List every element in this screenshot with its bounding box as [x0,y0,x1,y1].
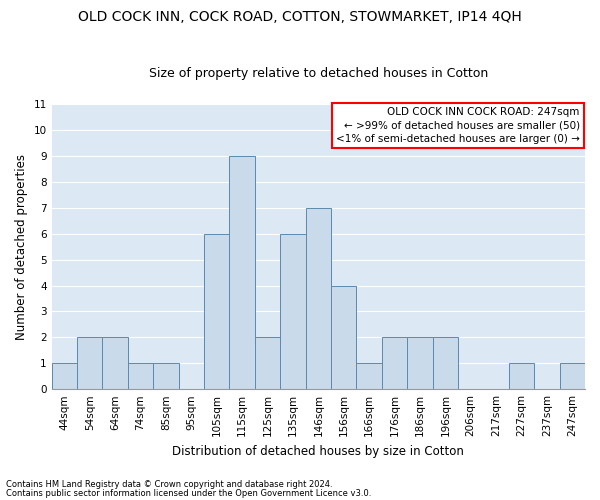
Bar [509,364,534,389]
Text: OLD COCK INN COCK ROAD: 247sqm
← >99% of detached houses are smaller (50)
<1% of: OLD COCK INN COCK ROAD: 247sqm ← >99% of… [336,107,580,144]
Bar [433,338,458,389]
Bar [204,234,229,389]
Bar [255,338,280,389]
Bar [52,364,77,389]
Bar [280,234,305,389]
Bar [153,364,179,389]
Bar [103,338,128,389]
Bar [356,364,382,389]
X-axis label: Distribution of detached houses by size in Cotton: Distribution of detached houses by size … [172,444,464,458]
Bar [229,156,255,389]
Bar [305,208,331,389]
Bar [560,364,585,389]
Bar [128,364,153,389]
Bar [331,286,356,389]
Text: OLD COCK INN, COCK ROAD, COTTON, STOWMARKET, IP14 4QH: OLD COCK INN, COCK ROAD, COTTON, STOWMAR… [78,10,522,24]
Bar [77,338,103,389]
Bar [382,338,407,389]
Bar [407,338,433,389]
Title: Size of property relative to detached houses in Cotton: Size of property relative to detached ho… [149,66,488,80]
Y-axis label: Number of detached properties: Number of detached properties [15,154,28,340]
Text: Contains HM Land Registry data © Crown copyright and database right 2024.: Contains HM Land Registry data © Crown c… [6,480,332,489]
Text: Contains public sector information licensed under the Open Government Licence v3: Contains public sector information licen… [6,488,371,498]
